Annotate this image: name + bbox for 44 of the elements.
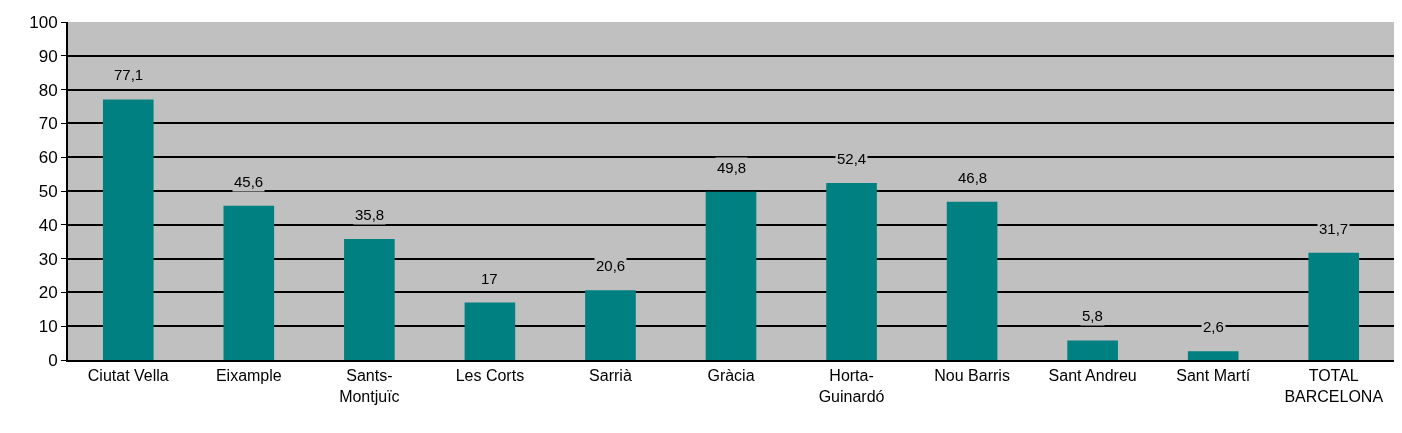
data-label: 31,7	[1319, 220, 1349, 237]
data-label: 35,8	[355, 206, 385, 223]
y-tick-label: 80	[38, 80, 58, 100]
bar	[344, 239, 395, 360]
data-label: 5,8	[1082, 307, 1103, 324]
x-tick-label: Sant Andreu	[1048, 367, 1137, 385]
x-tick-label: Eixample	[215, 367, 282, 385]
data-label: 20,6	[596, 257, 626, 274]
data-label: 46,8	[958, 169, 988, 186]
y-tick-label: 70	[38, 114, 58, 134]
data-label: 2,6	[1203, 318, 1224, 335]
bar	[1308, 252, 1360, 360]
x-tick-label: Gràcia	[707, 367, 755, 385]
data-label: 77,1	[114, 66, 144, 83]
x-tick-label: Ciutat Vella	[87, 367, 169, 385]
y-tick-label: 90	[38, 46, 58, 66]
bar	[705, 191, 757, 360]
bar	[826, 182, 877, 360]
y-tick-label: 100	[29, 12, 58, 32]
data-label: 49,8	[717, 159, 747, 176]
bar	[1187, 351, 1239, 360]
bar	[464, 302, 516, 360]
y-tick-label: 0	[48, 350, 58, 370]
x-tick-label: Les Corts	[455, 367, 525, 385]
bar	[1067, 340, 1118, 360]
y-tick-label: 20	[38, 283, 58, 303]
y-tick-label: 30	[38, 249, 58, 269]
y-tick-label: 50	[38, 181, 58, 201]
bar	[102, 99, 154, 360]
y-tick-label: 40	[38, 215, 58, 235]
bar	[585, 290, 636, 360]
x-tick-label: Sarrià	[589, 367, 632, 385]
y-tick-label: 60	[38, 148, 58, 168]
x-tick-label: TOTAL BARCELONA	[1284, 367, 1384, 405]
x-tick-label: Sants- Montjuïc	[339, 367, 400, 405]
data-label: 52,4	[837, 150, 867, 167]
data-label: 17	[481, 270, 498, 287]
bar	[223, 205, 275, 360]
bar	[946, 201, 998, 360]
x-tick-label: Horta- Guinardó	[818, 367, 885, 405]
x-tick-label: Sant Martí	[1176, 367, 1251, 385]
data-label: 45,6	[234, 173, 264, 190]
y-tick-label: 10	[38, 317, 58, 337]
x-tick-label: Nou Barris	[934, 367, 1010, 385]
